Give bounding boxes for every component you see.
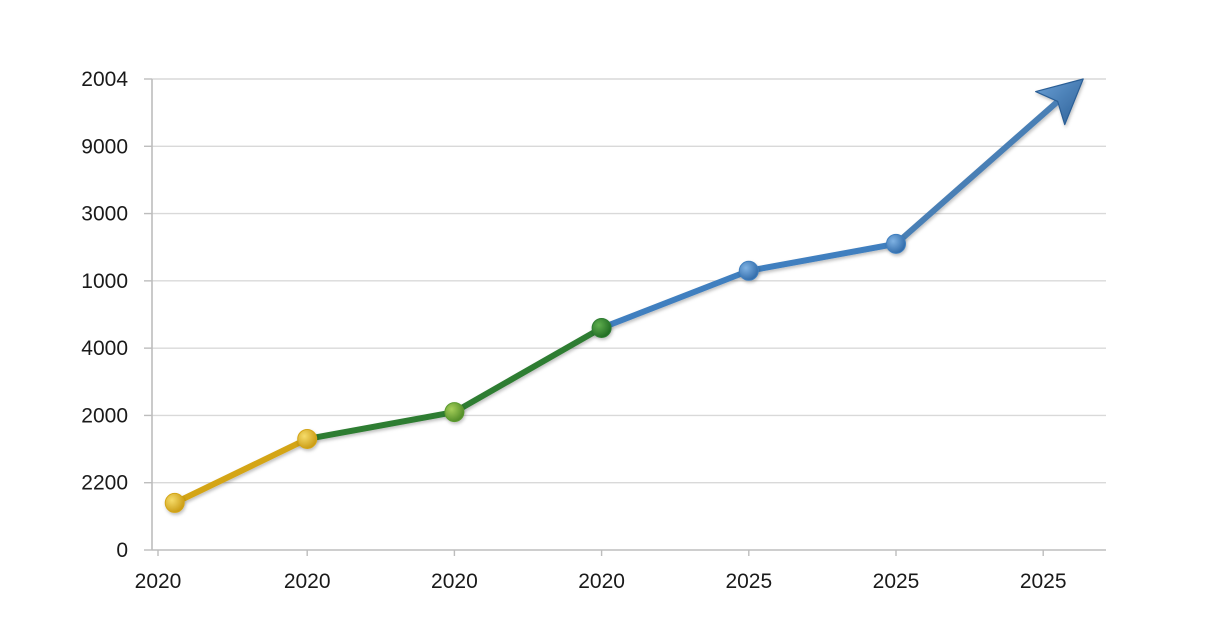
y-tick-label-4: 1000 [81, 270, 128, 293]
grid [152, 78, 1106, 484]
data-point-4 [738, 260, 759, 281]
data-point-3 [591, 317, 612, 338]
data-point-5 [886, 233, 906, 254]
series-segment-2 [451, 324, 605, 416]
y-tick-label-3: 4000 [81, 337, 128, 360]
x-tick-label-1: 2020 [284, 570, 331, 593]
series-segment-3 [598, 267, 752, 331]
y-tick-label-0: 0 [116, 539, 128, 562]
x-tick-label-4: 2025 [725, 570, 772, 593]
series-line [171, 78, 1084, 506]
trend-arrowhead [1035, 78, 1084, 126]
y-tick-label-7: 2004 [81, 68, 128, 91]
y-tick-label-2: 2000 [81, 404, 128, 427]
x-tick-label-2: 2020 [431, 570, 478, 593]
series-segment-5 [893, 95, 1064, 247]
series-segment-4 [745, 240, 899, 274]
data-point-1 [297, 428, 318, 449]
y-tick-label-6: 9000 [81, 135, 128, 158]
x-tick-label-3: 2020 [578, 570, 625, 593]
x-tick-label-0: 2020 [135, 570, 182, 593]
series-segment-1 [304, 409, 458, 442]
y-tick-label-5: 3000 [81, 203, 128, 226]
series-points [164, 233, 906, 513]
x-tick-label-5: 2025 [873, 570, 920, 593]
y-tick-label-1: 2200 [81, 472, 128, 495]
x-tick-labels: 2020 2020 2020 2020 2025 2025 2025 [135, 570, 1067, 593]
axes [144, 78, 1106, 556]
x-tick-label-6: 2025 [1020, 570, 1067, 593]
data-point-0 [164, 492, 185, 513]
y-tick-labels: 0 2200 2000 4000 1000 3000 9000 2004 [81, 68, 128, 562]
data-point-2 [444, 402, 465, 423]
series-segment-0 [171, 435, 311, 506]
